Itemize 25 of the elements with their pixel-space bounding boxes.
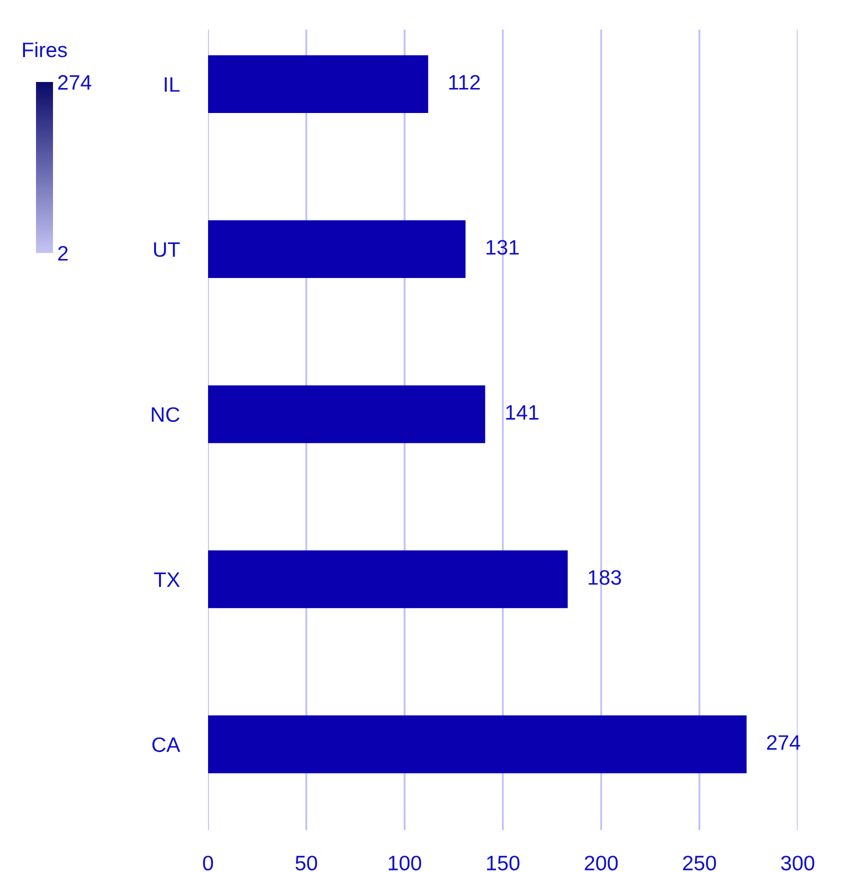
x-tick-label: 150 [487,856,520,870]
bar [208,715,747,774]
x-tick-label: 250 [683,856,716,870]
color-bar-title: Fires [23,42,67,58]
x-tick-label: 300 [781,856,814,870]
y-tick-label: UT [154,242,180,257]
x-tick-label: 100 [388,856,422,870]
color-bar-label: 2 [58,246,68,261]
data-label: 183 [588,570,622,585]
data-label: 131 [486,240,519,255]
x-tick-label: 0 [203,856,214,870]
bar [208,550,568,608]
y-tick-label: TX [154,572,180,587]
color-bar-label: 274 [58,75,92,90]
data-label: 112 [449,74,480,90]
bar [208,220,466,278]
x-tick-label: 50 [296,856,318,870]
bar [208,385,486,444]
y-tick-label: CA [152,737,180,752]
y-tick-label: NC [152,407,180,422]
data-label: 141 [506,405,538,420]
data-label: 274 [767,735,800,750]
x-tick-label: 200 [584,856,618,870]
bar [208,55,428,113]
y-tick-label: IL [164,77,180,92]
